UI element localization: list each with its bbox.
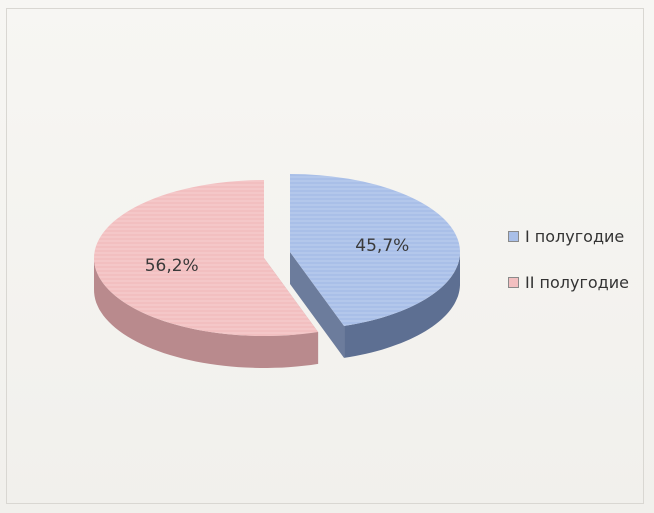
slice-texture-2	[93, 180, 319, 336]
legend-label-ii-polugodie: II полугодие	[525, 272, 629, 292]
legend-swatch-i-polugodie	[508, 230, 519, 242]
legend-label-i-polugodie: I полугодие	[525, 226, 625, 246]
chart-frame	[6, 8, 644, 504]
slice-label-ii-polugodie: 56,2%	[145, 256, 199, 276]
slice-rim-2-0	[94, 257, 319, 368]
pie-slices	[93, 174, 461, 368]
chart-legend: I полугодие II полугодие	[508, 224, 629, 316]
pie-labels: 45,7% 56,2%	[145, 236, 410, 276]
slice-texture-1	[290, 174, 461, 326]
slice-label-i-polugodie: 45,7%	[355, 236, 409, 256]
slice-rim-1-0	[344, 253, 460, 358]
slice-wall-1	[290, 252, 345, 358]
legend-item-ii-polugodie: II полугодие	[508, 270, 629, 294]
legend-swatch-ii-polugodie	[508, 276, 519, 288]
legend-item-i-polugodie: I полугодие	[508, 224, 629, 248]
